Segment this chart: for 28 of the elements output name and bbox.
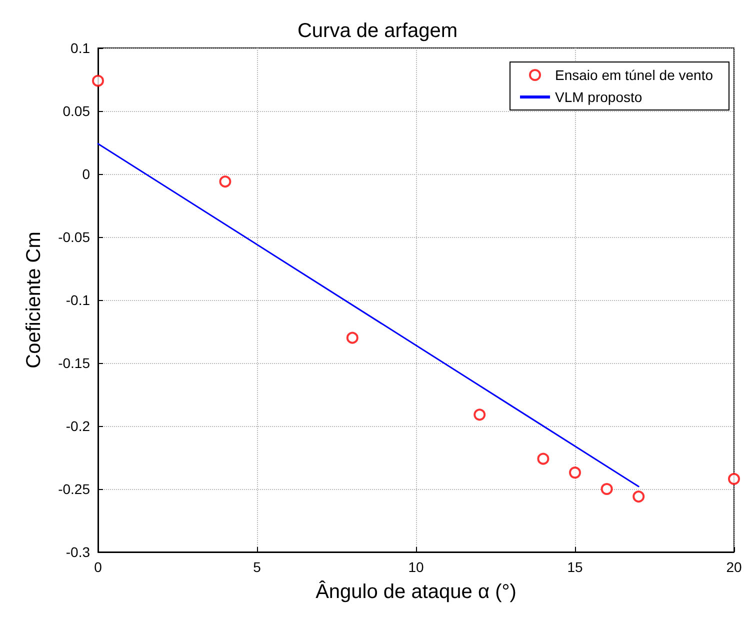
y-tick-label: -0.15 [58,355,90,371]
point [569,466,581,479]
point [600,483,613,495]
point [474,408,486,421]
point [219,176,232,188]
x-axis-title: Ângulo de ataque α (°) [316,580,516,603]
x-tick-label: 15 [567,559,583,575]
legend-label: Ensaio em túnel de vento [555,67,714,83]
y-tick-label: 0 [82,166,90,182]
chart-title: Curva de arfagem [297,20,458,42]
y-tick-label: -0.25 [58,481,90,497]
point [92,74,104,87]
y-tick-label: -0.1 [66,292,90,308]
y-tick-label: 0.1 [70,40,90,56]
legend-label: VLM proposto [555,89,642,105]
y-tick-label: 0.05 [62,103,90,119]
y-tick-label: -0.2 [66,418,90,434]
y-axis-title: Coeficiente Cm [23,232,45,368]
x-tick-label: 20 [726,559,742,575]
point [632,490,645,503]
x-tick-label: 5 [253,559,262,575]
point [346,332,358,344]
y-tick-label: -0.05 [58,229,90,245]
x-tick-label: 10 [408,559,424,575]
point [537,452,550,465]
point [728,472,740,485]
y-tick-label: -0.3 [66,544,90,560]
x-tick-label: 0 [94,559,102,575]
